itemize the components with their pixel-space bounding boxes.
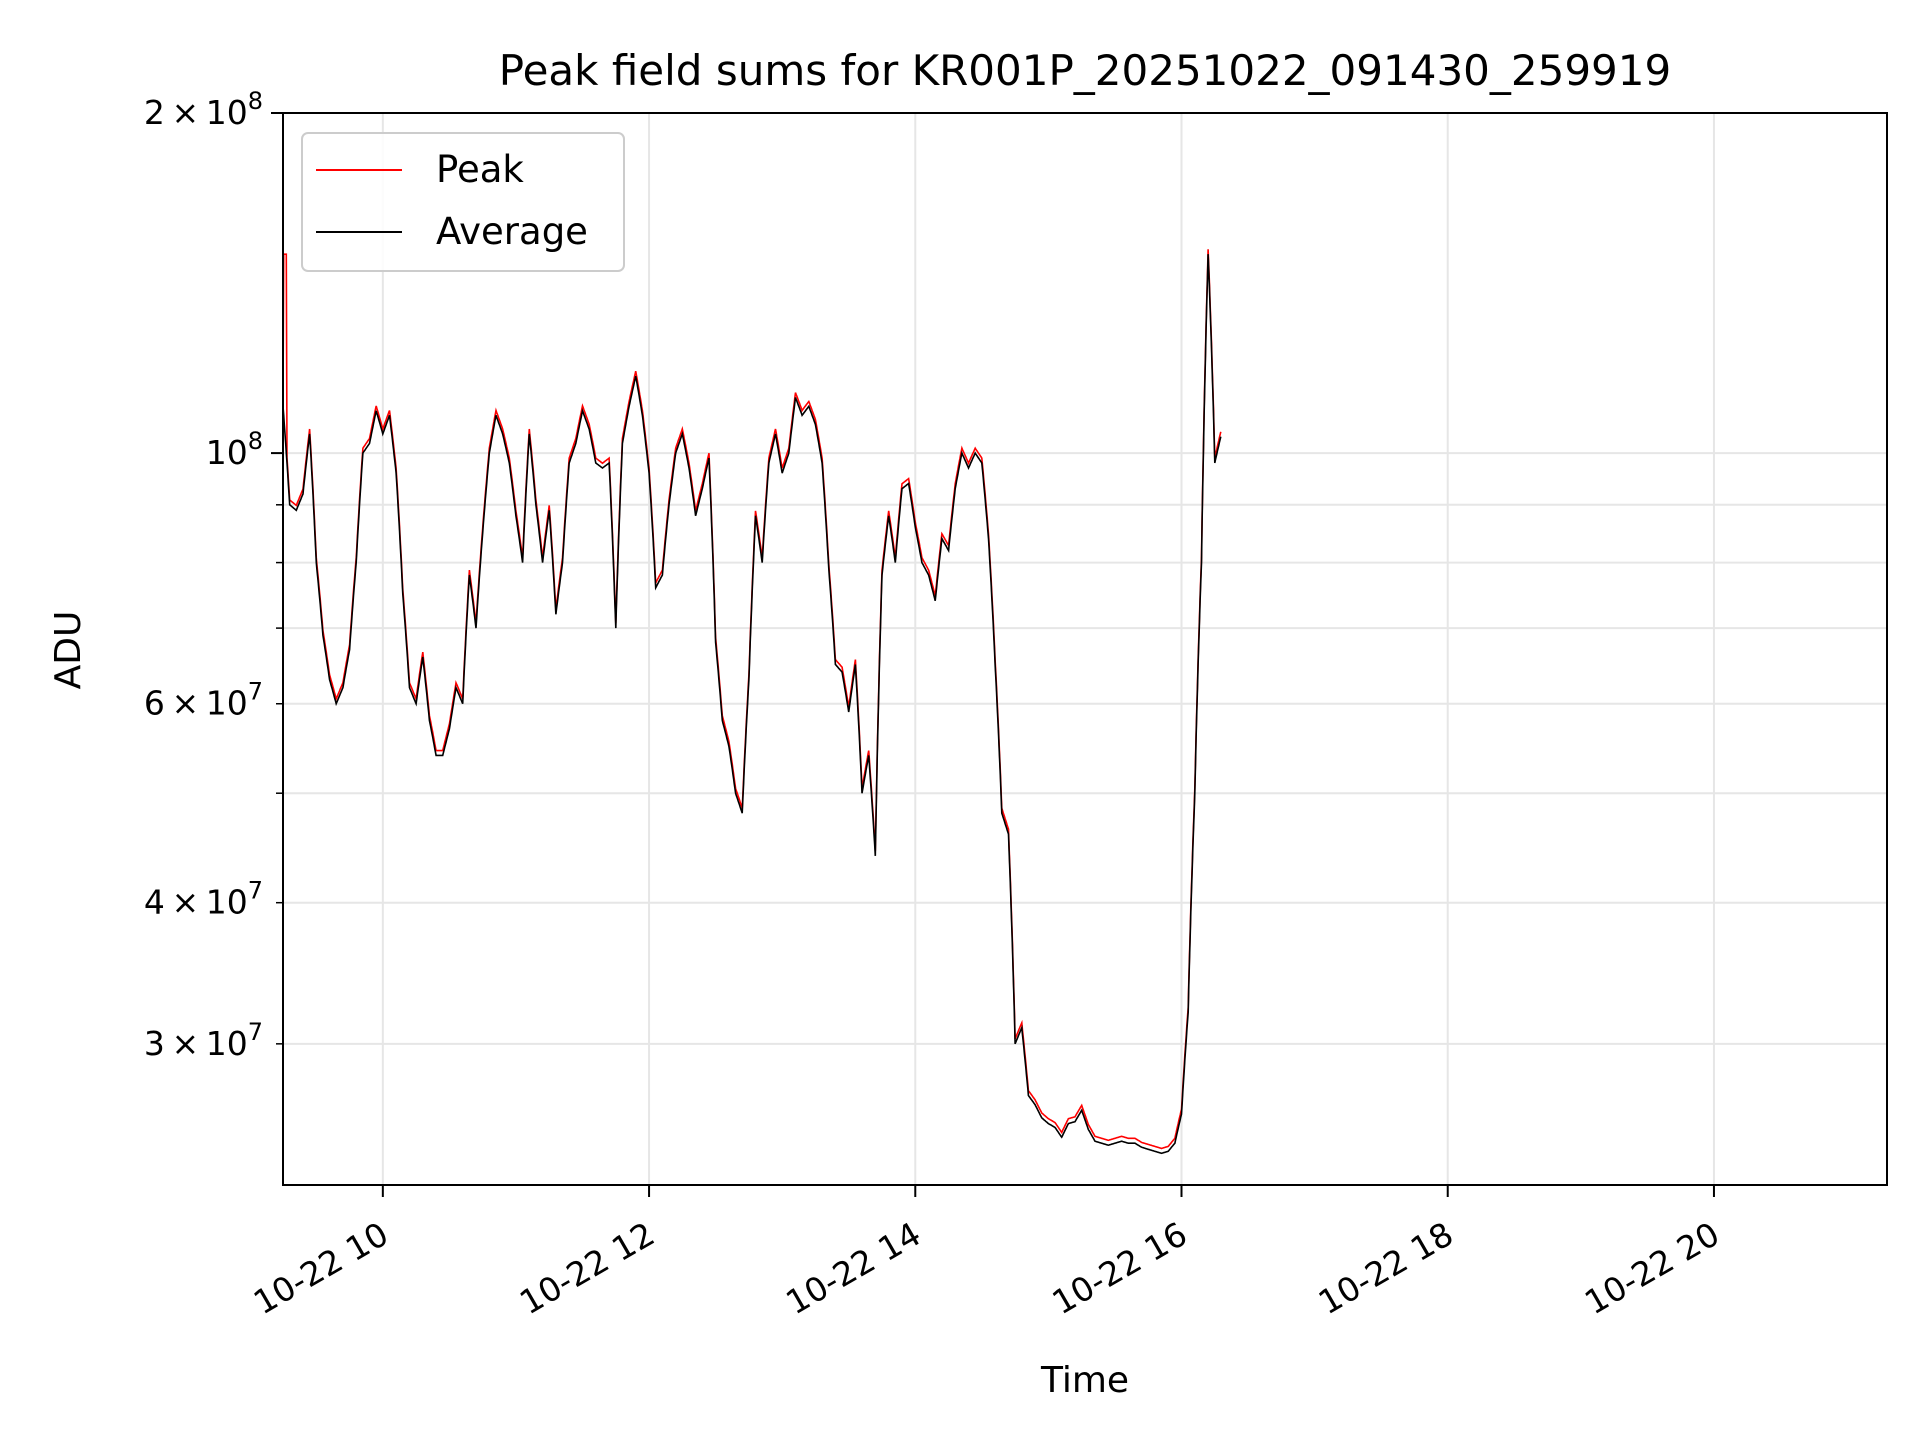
- legend-label-peak: Peak: [436, 148, 524, 191]
- y-tick-label: 6 × 107: [144, 678, 263, 723]
- y-tick-label: 2 × 108: [144, 87, 263, 132]
- x-axis-label: Time: [1040, 1360, 1129, 1401]
- series-line-average: [283, 254, 1222, 1155]
- grid: [283, 112, 1887, 1185]
- y-tick-label: 4 × 107: [144, 877, 263, 922]
- series-group: [283, 249, 1222, 1155]
- axes-frame: [282, 112, 1888, 1186]
- legend-label-average: Average: [436, 210, 588, 253]
- y-axis-label: ADU: [48, 611, 89, 690]
- chart-title: Peak field sums for KR001P_20251022_0914…: [499, 46, 1671, 95]
- legend-box: [301, 132, 625, 272]
- legend: Peak Average: [301, 132, 625, 272]
- y-tick-label: 3 × 107: [144, 1018, 263, 1063]
- y-tick-label: 108: [206, 427, 263, 472]
